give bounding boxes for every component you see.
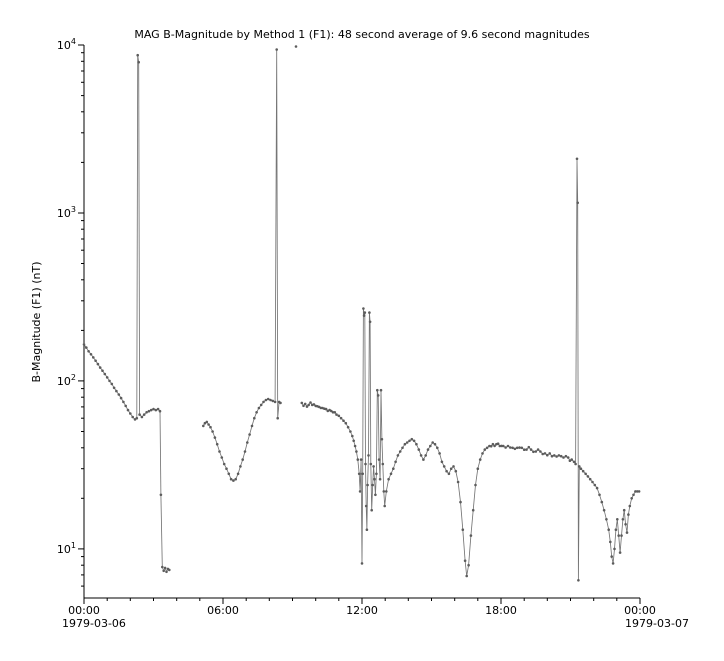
date-label-start: 1979-03-06 bbox=[62, 617, 126, 630]
x-tick-label: 00:00 bbox=[624, 604, 656, 617]
y-tick-label: 104 bbox=[57, 37, 76, 52]
y-ticks bbox=[78, 44, 84, 587]
axes-layer bbox=[78, 44, 641, 604]
x-tick-label: 06:00 bbox=[207, 604, 239, 617]
series-line bbox=[83, 49, 640, 581]
date-label-end: 1979-03-07 bbox=[625, 617, 689, 630]
ticklabel-layer: 101 102 103 104 00:00 06:00 12:00 18:00 00:00 bbox=[57, 37, 656, 617]
series-layer bbox=[82, 45, 641, 582]
x-tick-label: 18:00 bbox=[485, 604, 517, 617]
chart-title: MAG B-Magnitude by Method 1 (F1): 48 sec… bbox=[134, 28, 590, 41]
y-tick-label: 101 bbox=[57, 541, 76, 556]
y-tick-label: 102 bbox=[57, 373, 76, 388]
series-markers bbox=[82, 45, 641, 582]
x-ticks bbox=[83, 598, 641, 604]
y-tick-label: 103 bbox=[57, 205, 76, 220]
x-tick-label: 00:00 bbox=[68, 604, 100, 617]
x-tick-label: 12:00 bbox=[346, 604, 378, 617]
y-axis-label: B-Magnitude (F1) (nT) bbox=[30, 262, 43, 383]
